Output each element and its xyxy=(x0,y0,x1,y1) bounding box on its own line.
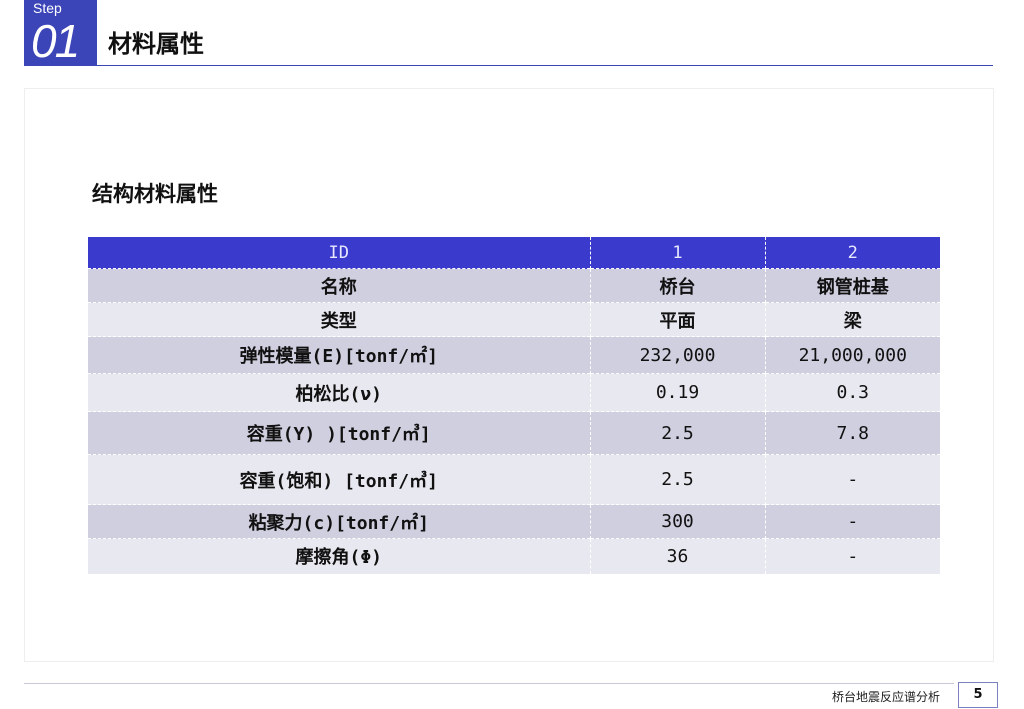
table-row: 柏松比(ν) 0.19 0.3 xyxy=(88,373,940,412)
table-cell: 300 xyxy=(590,504,766,539)
table-cell-label: 名称 xyxy=(88,268,591,303)
table-cell-label: 弹性模量(E)[tonf/㎡] xyxy=(88,336,591,374)
material-properties-table: ID 1 2 名称 桥台 钢管桩基 类型 平面 梁 弹性模量(E)[tonf/㎡… xyxy=(88,237,940,574)
footer-divider xyxy=(24,683,954,684)
table-row: 弹性模量(E)[tonf/㎡] 232,000 21,000,000 xyxy=(88,336,940,374)
table-cell-label: 摩擦角(Φ) xyxy=(88,538,591,574)
table-row: 名称 桥台 钢管桩基 xyxy=(88,268,940,303)
step-label: Step xyxy=(33,0,62,16)
page-title: 材料属性 xyxy=(108,30,204,58)
table-header-cell: ID xyxy=(88,237,591,269)
step-number: 01 xyxy=(31,15,80,66)
table-cell: 7.8 xyxy=(765,411,940,455)
table-cell: 0.3 xyxy=(765,373,940,412)
step-badge: Step 01 xyxy=(24,0,97,66)
table-cell: 36 xyxy=(590,538,766,574)
table-cell-label: 容重(饱和) [tonf/㎥] xyxy=(88,454,591,505)
table-cell: 2.5 xyxy=(590,454,766,505)
table-cell-label: 类型 xyxy=(88,302,591,337)
table-cell-label: 粘聚力(c)[tonf/㎡] xyxy=(88,504,591,539)
table-row: 粘聚力(c)[tonf/㎡] 300 - xyxy=(88,504,940,539)
table-cell: 梁 xyxy=(765,302,940,337)
table-cell: 0.19 xyxy=(590,373,766,412)
table-row: 摩擦角(Φ) 36 - xyxy=(88,538,940,574)
table-cell: - xyxy=(765,504,940,539)
table-row: 容重(饱和) [tonf/㎥] 2.5 - xyxy=(88,454,940,505)
table-cell: 桥台 xyxy=(590,268,766,303)
table-cell: 232,000 xyxy=(590,336,766,374)
page-number: 5 xyxy=(958,682,998,708)
table-cell: 平面 xyxy=(590,302,766,337)
footer-title: 桥台地震反应谱分析 xyxy=(832,690,941,704)
header-divider xyxy=(97,65,993,66)
table-row: 容重(Y) )[tonf/㎥] 2.5 7.8 xyxy=(88,411,940,455)
table-header-cell: 2 xyxy=(765,237,940,269)
table-cell: - xyxy=(765,454,940,505)
table-cell: 钢管桩基 xyxy=(765,268,940,303)
table-cell: 2.5 xyxy=(590,411,766,455)
table-cell: 21,000,000 xyxy=(765,336,940,374)
table-cell-label: 柏松比(ν) xyxy=(88,373,591,412)
section-title: 结构材料属性 xyxy=(92,182,218,206)
table-row: 类型 平面 梁 xyxy=(88,302,940,337)
table-cell-label: 容重(Y) )[tonf/㎥] xyxy=(88,411,591,455)
table-header-cell: 1 xyxy=(590,237,766,269)
table-header-row: ID 1 2 xyxy=(88,237,940,269)
table-cell: - xyxy=(765,538,940,574)
